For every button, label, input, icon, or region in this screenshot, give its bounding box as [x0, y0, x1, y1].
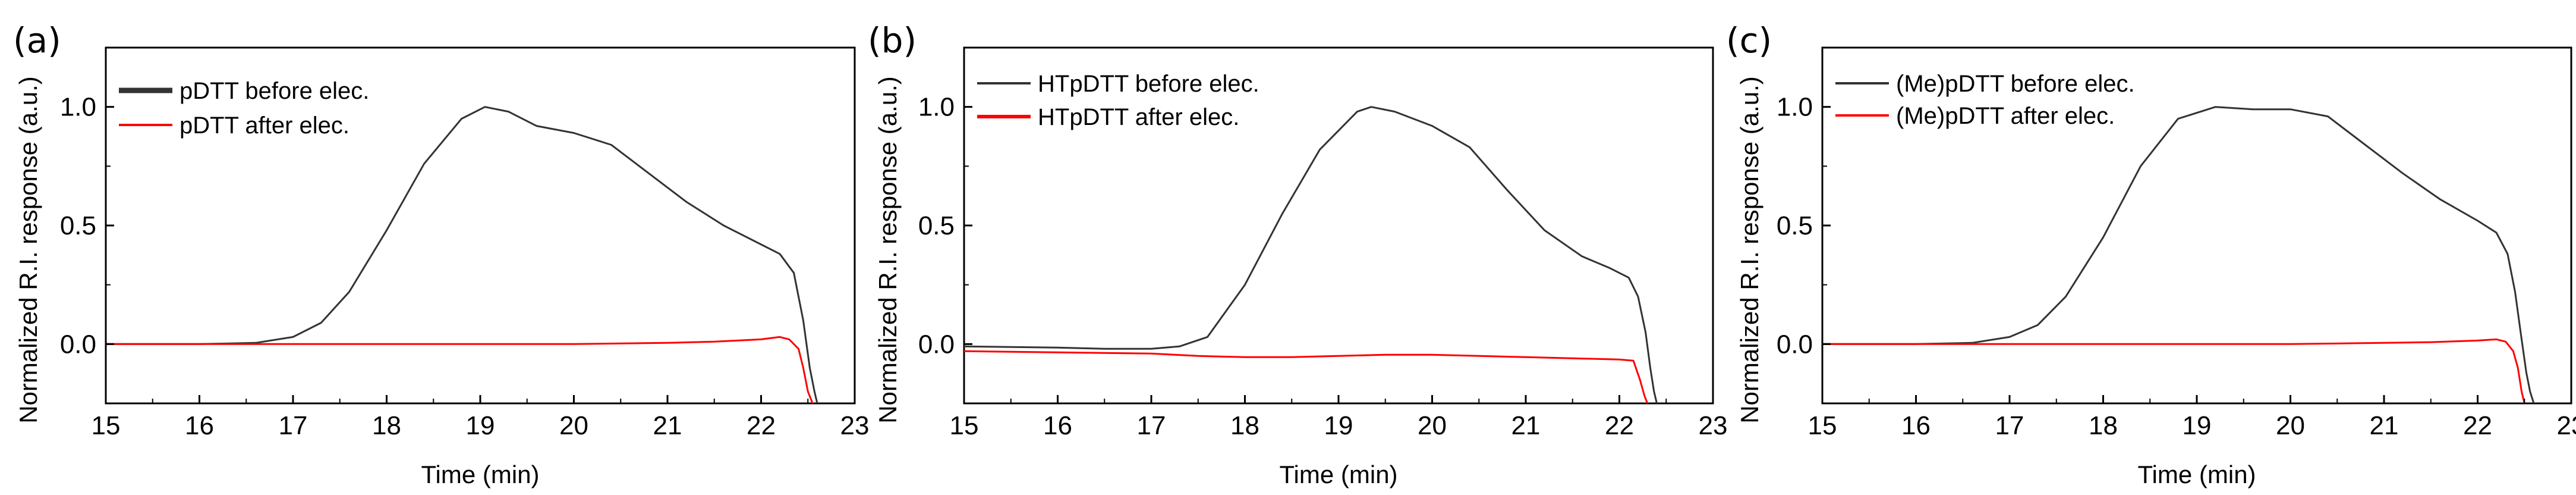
panel-c-xtick-label: 21	[2370, 411, 2399, 440]
panel-c: (c) Normalized R.I. response (a.u.) 15 16…	[1726, 20, 2576, 488]
panel-b-legend: HTpDTT before elec. HTpDTT after elec.	[977, 71, 1259, 130]
panel-a-xtick-label: 16	[185, 411, 214, 440]
panel-a-ytick-label: 1.0	[60, 93, 96, 122]
panel-c-ylabel: Normalized R.I. response (a.u.)	[1736, 76, 1763, 424]
panel-c-xtick-label: 15	[1808, 411, 1837, 440]
panel-a: (a) Normalized R.I. response (a.u.) 15 16…	[13, 20, 869, 488]
panel-b-xtick-label: 16	[1043, 411, 1072, 440]
panel-c-legend: (Me)pDTT before elec. (Me)pDTT after ele…	[1835, 71, 2135, 129]
panel-b-plot-area	[964, 106, 1658, 403]
panel-c-series-after	[1822, 338, 2525, 403]
panel-a-xtick-label: 18	[372, 411, 401, 440]
panel-c-xlabel: Time (min)	[2137, 460, 2256, 488]
panel-b-legend-label-before: HTpDTT before elec.	[1038, 71, 1259, 97]
panel-a-legend-label-before: pDTT before elec.	[179, 78, 369, 104]
panel-c-y-axis: 0.0 0.5 1.0	[1777, 47, 1831, 404]
panel-b-xtick-label: 20	[1418, 411, 1447, 440]
panel-a-ylabel: Normalized R.I. response (a.u.)	[14, 76, 42, 424]
panel-c-label: (c)	[1726, 20, 1772, 61]
panel-a-plot-area	[106, 106, 818, 403]
panel-b-x-axis: 15 16 17 18 19 20 21 22 23	[950, 395, 1728, 440]
panel-c-xtick-label: 23	[2557, 411, 2576, 440]
panel-c-xtick-label: 19	[2183, 411, 2212, 440]
panel-a-xtick-label: 22	[747, 411, 776, 440]
panel-b-series-before	[964, 106, 1658, 403]
panel-b-xtick-label: 17	[1137, 411, 1166, 440]
panel-b-xtick-label: 21	[1511, 411, 1541, 440]
panel-c-x-axis: 15 16 17 18 19 20 21 22 23	[1808, 395, 2576, 440]
panel-c-ytick-label: 1.0	[1777, 93, 1813, 122]
panel-a-xtick-label: 15	[92, 411, 121, 440]
panel-c-xtick-label: 18	[2089, 411, 2118, 440]
panel-a-legend: pDTT before elec. pDTT after elec.	[119, 78, 369, 139]
panel-b-label: (b)	[868, 20, 917, 61]
panel-a-legend-label-after: pDTT after elec.	[179, 112, 349, 139]
panel-c-xtick-label: 17	[1995, 411, 2024, 440]
panel-c-xtick-label: 16	[1901, 411, 1931, 440]
panel-c-series-before	[1822, 106, 2535, 403]
panel-b-series-after	[964, 350, 1649, 403]
panel-c-plot-frame	[1821, 46, 2572, 405]
panel-c-xtick-label: 20	[2276, 411, 2305, 440]
panel-b-xtick-label: 22	[1605, 411, 1634, 440]
panel-b: (b) Normalized R.I. response (a.u.) 15 16…	[868, 20, 1727, 488]
panel-b-plot-frame	[963, 46, 1714, 405]
panel-a-xlabel: Time (min)	[421, 460, 539, 488]
panel-c-ytick-label: 0.0	[1777, 330, 1813, 359]
panel-b-xtick-label: 18	[1230, 411, 1259, 440]
panel-c-xtick-label: 22	[2463, 411, 2492, 440]
panel-b-xlabel: Time (min)	[1279, 460, 1397, 488]
panel-a-y-axis: 0.0 0.5 1.0	[60, 47, 114, 404]
panel-c-ytick-label: 0.5	[1777, 211, 1813, 240]
panel-b-y-axis: 0.0 0.5 1.0	[918, 47, 972, 404]
panel-a-ytick-label: 0.0	[60, 330, 96, 359]
panel-c-plot-area	[1822, 106, 2535, 403]
panel-b-ylabel: Normalized R.I. response (a.u.)	[874, 76, 902, 424]
panel-a-xtick-label: 17	[279, 411, 308, 440]
panel-b-legend-label-after: HTpDTT after elec.	[1038, 104, 1239, 130]
panel-c-legend-label-before: (Me)pDTT before elec.	[1896, 71, 2135, 97]
panel-a-xtick-label: 21	[653, 411, 682, 440]
panel-c-legend-label-after: (Me)pDTT after elec.	[1896, 103, 2115, 129]
panel-a-xtick-label: 20	[559, 411, 588, 440]
panel-b-ytick-label: 0.5	[918, 211, 955, 240]
panel-b-xtick-label: 15	[950, 411, 979, 440]
panel-a-xtick-label: 23	[840, 411, 870, 440]
panel-a-label: (a)	[13, 20, 61, 61]
panel-b-ytick-label: 1.0	[918, 93, 955, 122]
panel-b-xtick-label: 23	[1699, 411, 1728, 440]
panel-a-ytick-label: 0.5	[60, 211, 96, 240]
panel-a-series-before	[106, 106, 818, 403]
panel-a-series-after	[106, 336, 814, 403]
panel-a-xtick-label: 19	[466, 411, 495, 440]
panel-b-xtick-label: 19	[1324, 411, 1353, 440]
panel-a-x-axis: 15 16 17 18 19 20 21 22 23	[92, 395, 870, 440]
panel-b-ytick-label: 0.0	[918, 330, 955, 359]
